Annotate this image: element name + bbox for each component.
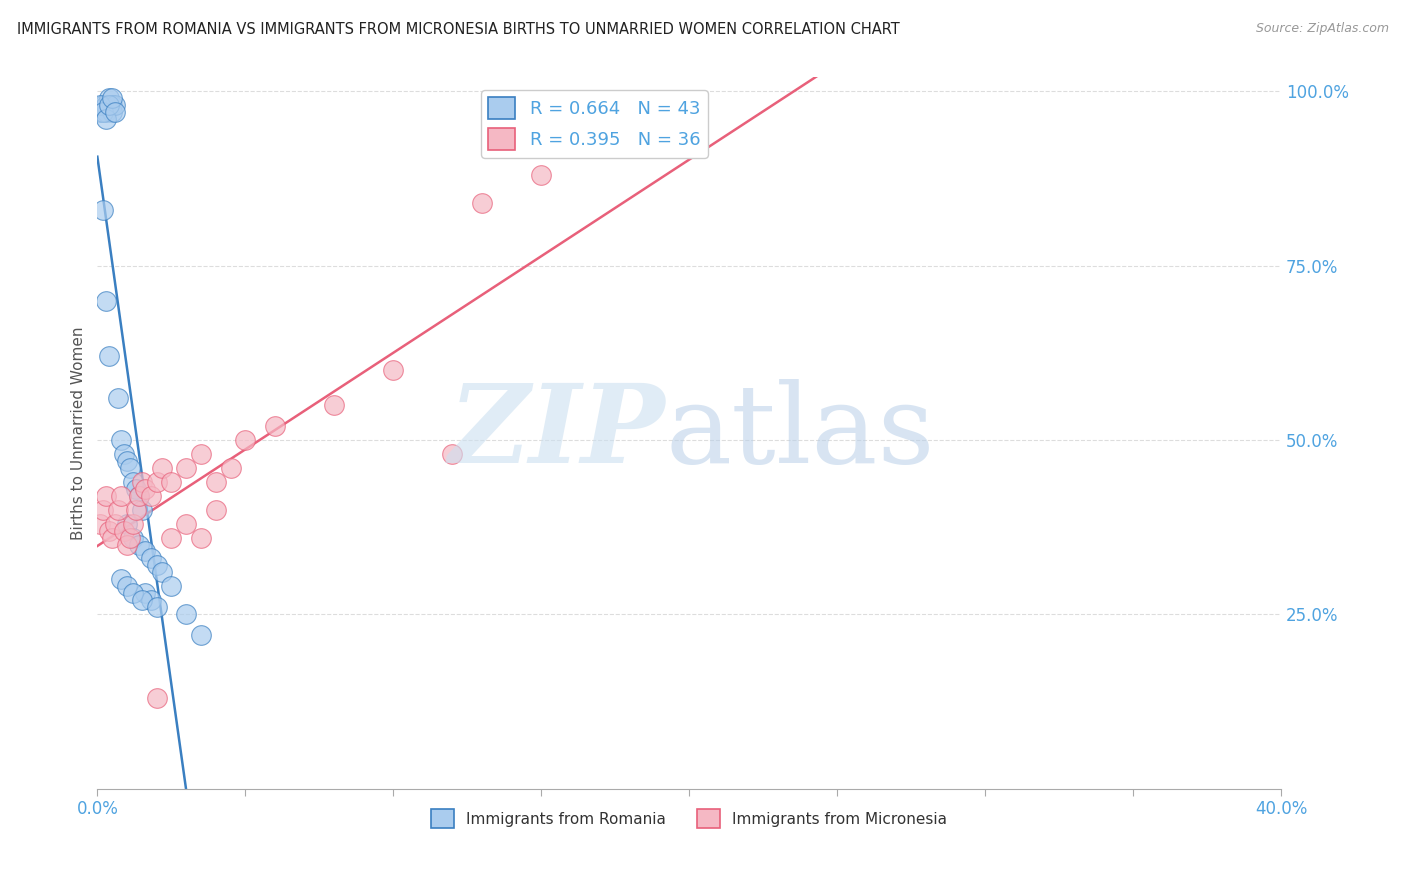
Point bbox=[96, 98, 118, 112]
Point bbox=[160, 579, 183, 593]
Point bbox=[91, 502, 114, 516]
Point bbox=[190, 628, 212, 642]
Point bbox=[101, 105, 124, 120]
Point bbox=[115, 516, 138, 531]
Point bbox=[134, 482, 156, 496]
Point bbox=[190, 447, 212, 461]
Point bbox=[98, 98, 121, 112]
Point bbox=[139, 489, 162, 503]
Point bbox=[145, 475, 167, 489]
Point bbox=[152, 566, 174, 580]
Point bbox=[98, 524, 121, 538]
Point bbox=[131, 502, 153, 516]
Point bbox=[131, 475, 153, 489]
Point bbox=[96, 489, 118, 503]
Point bbox=[128, 489, 150, 503]
Point bbox=[98, 91, 121, 105]
Point bbox=[152, 460, 174, 475]
Point bbox=[91, 202, 114, 217]
Point bbox=[115, 579, 138, 593]
Point bbox=[128, 489, 150, 503]
Point bbox=[89, 105, 111, 120]
Point bbox=[139, 551, 162, 566]
Point bbox=[96, 112, 118, 127]
Point bbox=[190, 531, 212, 545]
Point bbox=[118, 460, 141, 475]
Point bbox=[174, 460, 197, 475]
Text: atlas: atlas bbox=[665, 379, 935, 486]
Point bbox=[89, 516, 111, 531]
Point bbox=[145, 690, 167, 705]
Point bbox=[101, 98, 124, 112]
Point bbox=[112, 524, 135, 538]
Text: IMMIGRANTS FROM ROMANIA VS IMMIGRANTS FROM MICRONESIA BIRTHS TO UNMARRIED WOMEN : IMMIGRANTS FROM ROMANIA VS IMMIGRANTS FR… bbox=[17, 22, 900, 37]
Point bbox=[530, 168, 553, 182]
Point bbox=[204, 475, 226, 489]
Point bbox=[471, 195, 494, 210]
Point bbox=[121, 475, 143, 489]
Point bbox=[174, 607, 197, 622]
Point bbox=[134, 586, 156, 600]
Point bbox=[160, 475, 183, 489]
Point bbox=[219, 460, 242, 475]
Point bbox=[131, 593, 153, 607]
Point bbox=[125, 502, 148, 516]
Point bbox=[98, 349, 121, 363]
Point bbox=[101, 91, 124, 105]
Point bbox=[134, 544, 156, 558]
Point bbox=[115, 454, 138, 468]
Point bbox=[382, 363, 405, 377]
Point bbox=[128, 537, 150, 551]
Point bbox=[112, 447, 135, 461]
Point bbox=[145, 600, 167, 615]
Point bbox=[145, 558, 167, 573]
Point bbox=[107, 391, 129, 405]
Point bbox=[104, 105, 127, 120]
Point bbox=[118, 531, 141, 545]
Point bbox=[160, 531, 183, 545]
Point bbox=[104, 98, 127, 112]
Point bbox=[115, 537, 138, 551]
Point bbox=[110, 433, 132, 447]
Point bbox=[110, 573, 132, 587]
Point bbox=[91, 98, 114, 112]
Legend: Immigrants from Romania, Immigrants from Micronesia: Immigrants from Romania, Immigrants from… bbox=[425, 804, 953, 834]
Point bbox=[323, 398, 346, 412]
Point bbox=[441, 447, 464, 461]
Point bbox=[89, 98, 111, 112]
Point bbox=[264, 419, 287, 434]
Point bbox=[101, 531, 124, 545]
Y-axis label: Births to Unmarried Women: Births to Unmarried Women bbox=[72, 326, 86, 540]
Point bbox=[233, 433, 256, 447]
Point bbox=[121, 516, 143, 531]
Point bbox=[96, 105, 118, 120]
Point bbox=[125, 482, 148, 496]
Text: ZIP: ZIP bbox=[449, 379, 665, 487]
Point bbox=[204, 502, 226, 516]
Point bbox=[110, 489, 132, 503]
Point bbox=[139, 593, 162, 607]
Point bbox=[121, 586, 143, 600]
Point bbox=[96, 293, 118, 308]
Point bbox=[91, 105, 114, 120]
Point bbox=[174, 516, 197, 531]
Point bbox=[107, 502, 129, 516]
Point bbox=[121, 531, 143, 545]
Point bbox=[104, 516, 127, 531]
Text: Source: ZipAtlas.com: Source: ZipAtlas.com bbox=[1256, 22, 1389, 36]
